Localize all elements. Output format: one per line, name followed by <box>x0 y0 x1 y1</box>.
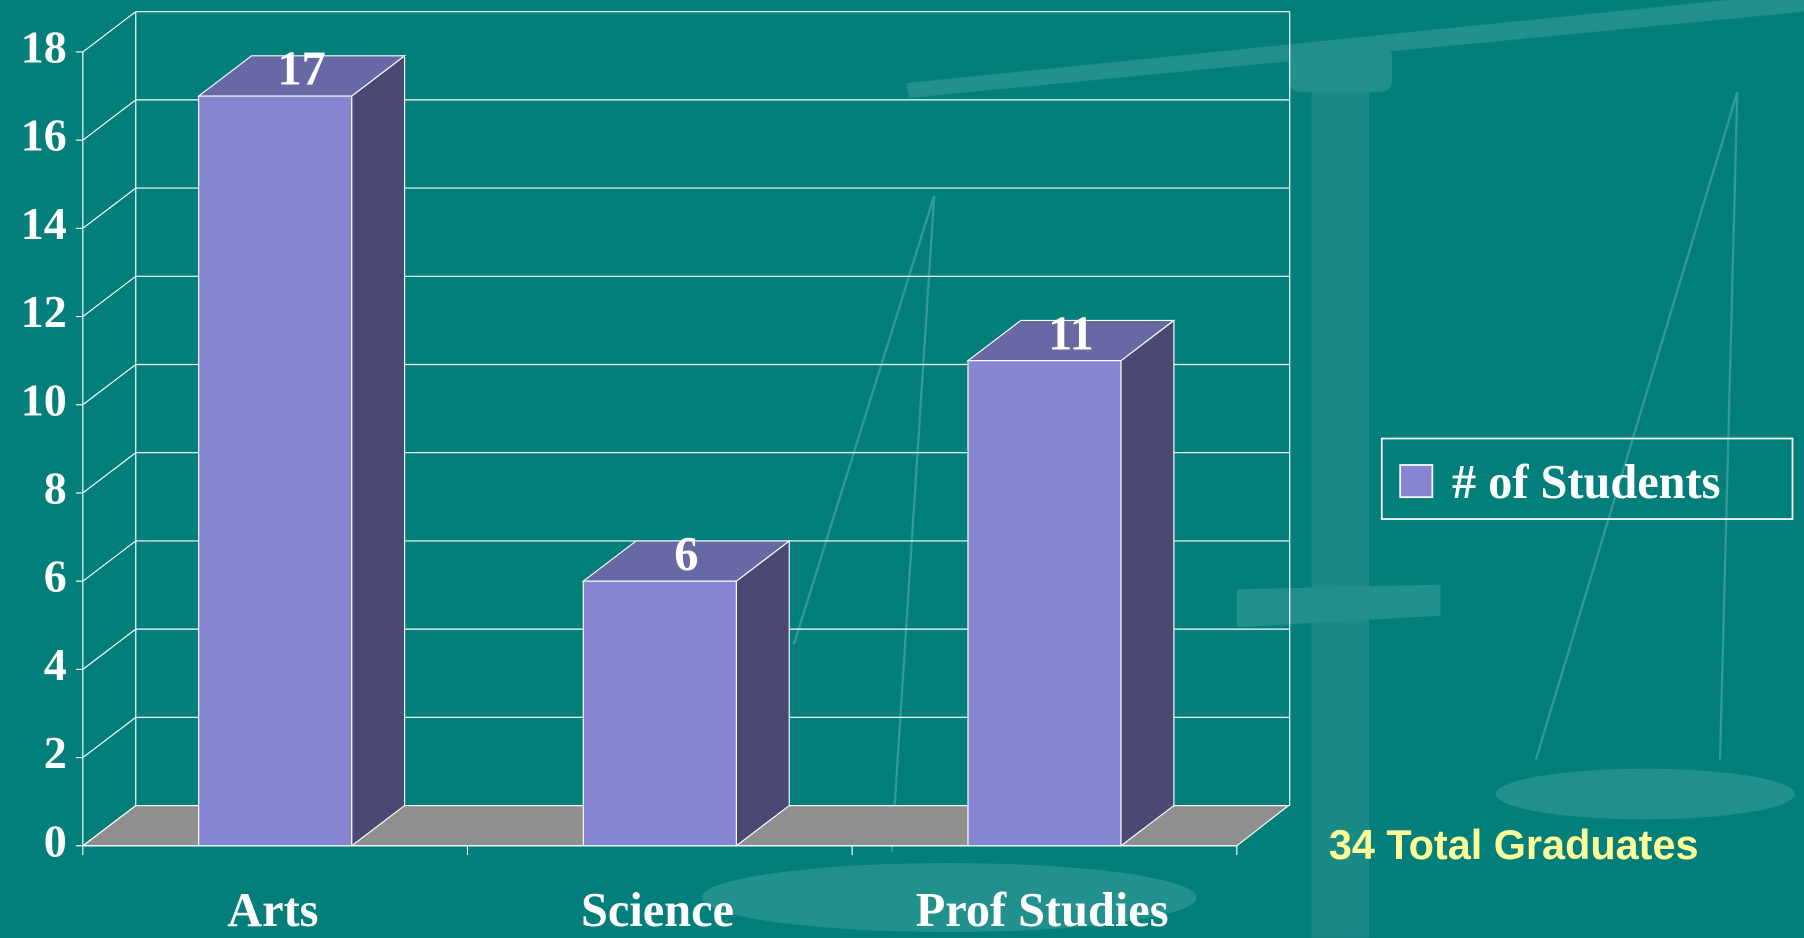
value-label: 17 <box>277 43 325 96</box>
bar-side <box>352 56 405 846</box>
y-tick-label: 14 <box>21 198 67 249</box>
y-tick-label: 12 <box>21 286 67 337</box>
chart: # of Students 34 Total Graduates 0 2 4 6 8 10… <box>0 0 1804 938</box>
legend-label: # of Students <box>1452 456 1720 509</box>
bar-side <box>1121 320 1174 845</box>
x-tick-label: Prof Studies <box>916 884 1169 937</box>
y-tick-label: 6 <box>44 551 67 602</box>
value-label: 11 <box>1048 307 1094 360</box>
legend-swatch <box>1400 465 1432 497</box>
bar <box>968 361 1121 846</box>
bar <box>583 581 736 846</box>
bar <box>199 96 352 846</box>
x-tick-label: Arts <box>227 884 318 937</box>
y-tick-label: 18 <box>21 22 67 73</box>
y-tick-label: 10 <box>21 374 67 425</box>
annotation: 34 Total Graduates <box>1329 822 1699 868</box>
x-tick-label: Science <box>581 884 734 937</box>
y-tick-label: 4 <box>44 639 67 690</box>
value-label: 6 <box>674 528 698 581</box>
page: # of Students 34 Total Graduates 0 2 4 6 8 10… <box>0 0 1804 938</box>
y-tick-label: 8 <box>44 463 67 514</box>
y-tick-label: 0 <box>44 815 67 866</box>
y-tick-label: 2 <box>44 727 67 778</box>
bar-side <box>736 541 789 846</box>
y-tick-label: 16 <box>21 110 67 161</box>
